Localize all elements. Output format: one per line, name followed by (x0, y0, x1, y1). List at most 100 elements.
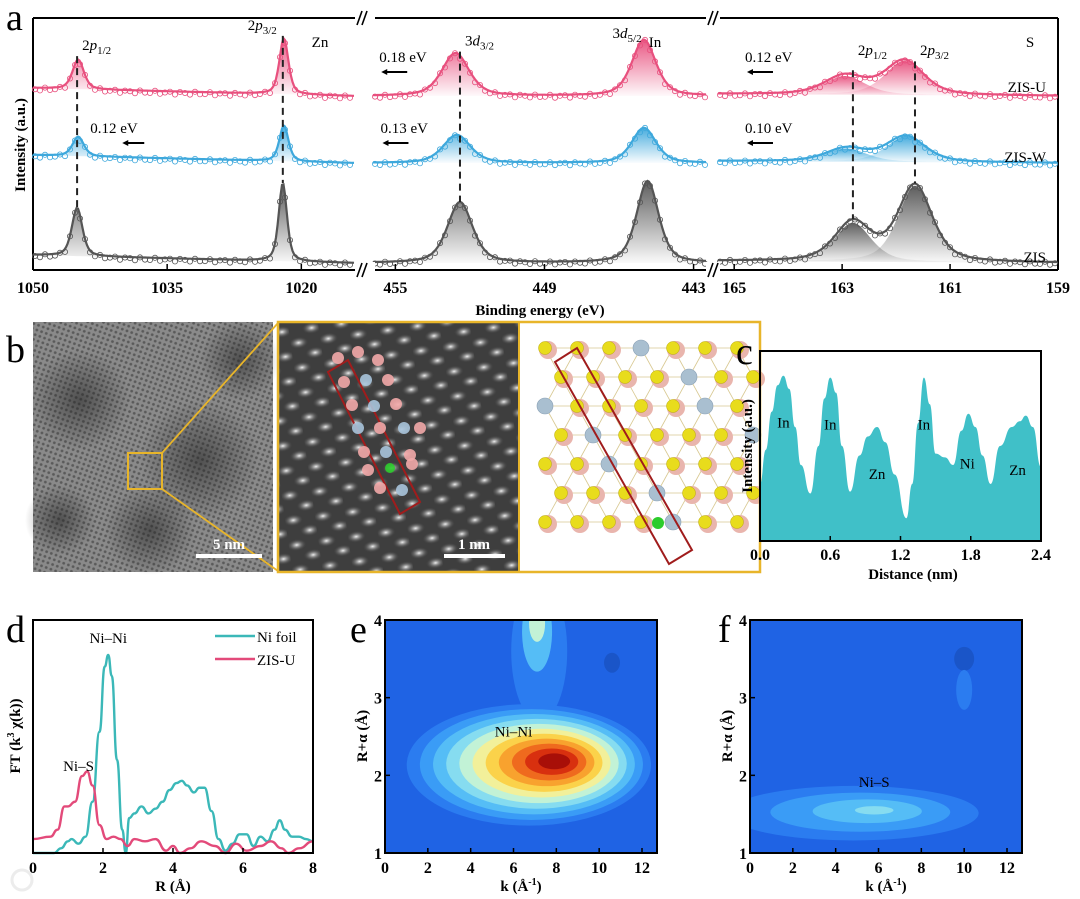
data-point-zis-u (191, 88, 198, 95)
data-point-zis-w (256, 158, 263, 165)
data-point-zis (777, 258, 784, 265)
data-point-zis (612, 254, 619, 261)
data-point-zis (897, 207, 904, 214)
data-point-zis (131, 257, 138, 264)
element-label: S (1026, 35, 1034, 51)
data-point-zis (862, 222, 869, 229)
data-point-zis-u (542, 93, 549, 100)
x-tick-label: 12 (634, 860, 650, 877)
y-axis-label: R+α (Å) (355, 710, 371, 762)
atom-s (372, 354, 384, 366)
data-point-zis (446, 218, 453, 225)
data-point-zis-u (622, 77, 629, 84)
data-point-zis-u (657, 69, 664, 76)
data-point-zis (597, 258, 604, 265)
atom-s (586, 486, 600, 500)
data-point-zis (146, 256, 153, 263)
data-point-zis-w (451, 132, 458, 139)
data-point-zis-w (832, 148, 839, 155)
data-point-zis (221, 257, 228, 264)
data-point-zis-w (376, 161, 383, 168)
data-point-zis-w (1002, 159, 1009, 166)
atom-in (380, 446, 392, 458)
data-point-zis-w (391, 160, 398, 167)
data-point-zis-u (201, 91, 208, 98)
data-point-zis-u (757, 90, 764, 97)
bond-annotation: Ni–Ni (495, 725, 533, 741)
data-point-zis-w (506, 158, 513, 165)
data-point-zis (461, 204, 468, 211)
orbital-number: 3 (465, 34, 473, 50)
data-point-zis-u (682, 89, 689, 96)
data-point-zis-u (887, 65, 894, 72)
data-point-zis-u (702, 94, 709, 101)
orbital-number: 2 (920, 43, 928, 59)
y-tick-label: 3 (374, 691, 382, 708)
data-point-zis-w (527, 161, 534, 168)
atom-in (696, 397, 714, 415)
peak-fill-zis-w (718, 136, 1058, 163)
peak-annotation: Ni–Ni (90, 631, 128, 647)
atom-s (698, 515, 712, 529)
data-point-zis (416, 258, 423, 265)
arrowhead-icon (122, 140, 129, 146)
data-point-zis-u (171, 91, 178, 98)
data-point-zis-u (547, 91, 554, 98)
sample-label: ZIS (1024, 250, 1047, 266)
atom-s (698, 341, 712, 355)
data-point-zis (602, 256, 609, 263)
data-point-zis-u (396, 91, 403, 98)
data-point-zis-w (617, 153, 624, 160)
atom-s (390, 398, 402, 410)
data-point-zis (301, 256, 308, 263)
data-point-zis-w (657, 145, 664, 152)
atom-s (358, 446, 370, 458)
element-peak-label: Zn (1009, 463, 1026, 479)
atom-s (346, 399, 358, 411)
data-point-zis (1017, 259, 1024, 266)
data-point-zis-u (52, 86, 59, 93)
data-point-zis-w (226, 159, 233, 166)
x-tick-label: 163 (830, 280, 854, 297)
data-point-zis-u (97, 85, 104, 92)
data-point-zis-w (542, 161, 549, 168)
data-point-zis-w (82, 143, 89, 150)
data-point-zis (1022, 261, 1029, 268)
data-point-zis-w (682, 157, 689, 164)
data-point-zis (37, 254, 44, 261)
atom-s (332, 352, 344, 364)
data-point-zis (321, 261, 328, 268)
atom-s (414, 422, 426, 434)
data-point-zis-w (907, 133, 914, 140)
orbital-letter: p (926, 43, 935, 59)
data-point-zis-w (346, 161, 353, 168)
x-axis-label: k (Å-1) (865, 877, 906, 895)
x-tick-label: 161 (938, 280, 962, 297)
data-point-zis-u (476, 82, 483, 89)
data-point-zis-w (817, 154, 824, 161)
data-point-zis-w (491, 157, 498, 164)
data-point-zis-w (431, 153, 438, 160)
data-point-zis-u (947, 87, 954, 94)
peak-fill-zis-u (718, 60, 1058, 96)
axis-break-icon (361, 262, 368, 278)
data-point-zis (892, 214, 899, 221)
data-point-zis-u (131, 90, 138, 97)
peak-label: 3d3/2 (465, 34, 494, 53)
data-point-zis-u (857, 76, 864, 83)
data-point-zis-u (567, 94, 574, 101)
data-point-zis-w (131, 157, 138, 164)
data-point-zis-u (82, 71, 89, 78)
data-point-zis (62, 248, 69, 255)
x-tick-label: 165 (722, 280, 746, 297)
y-tick-label: 2 (739, 768, 747, 785)
data-point-zis (241, 259, 248, 266)
data-point-zis-u (642, 36, 649, 43)
shift-value: 0.10 eV (745, 121, 793, 137)
watermark-ring-icon (10, 868, 34, 892)
tem-contrast-region (105, 485, 195, 575)
atom-in (398, 422, 410, 434)
data-point-zis-u (1027, 92, 1034, 99)
data-point-zis (622, 247, 629, 254)
